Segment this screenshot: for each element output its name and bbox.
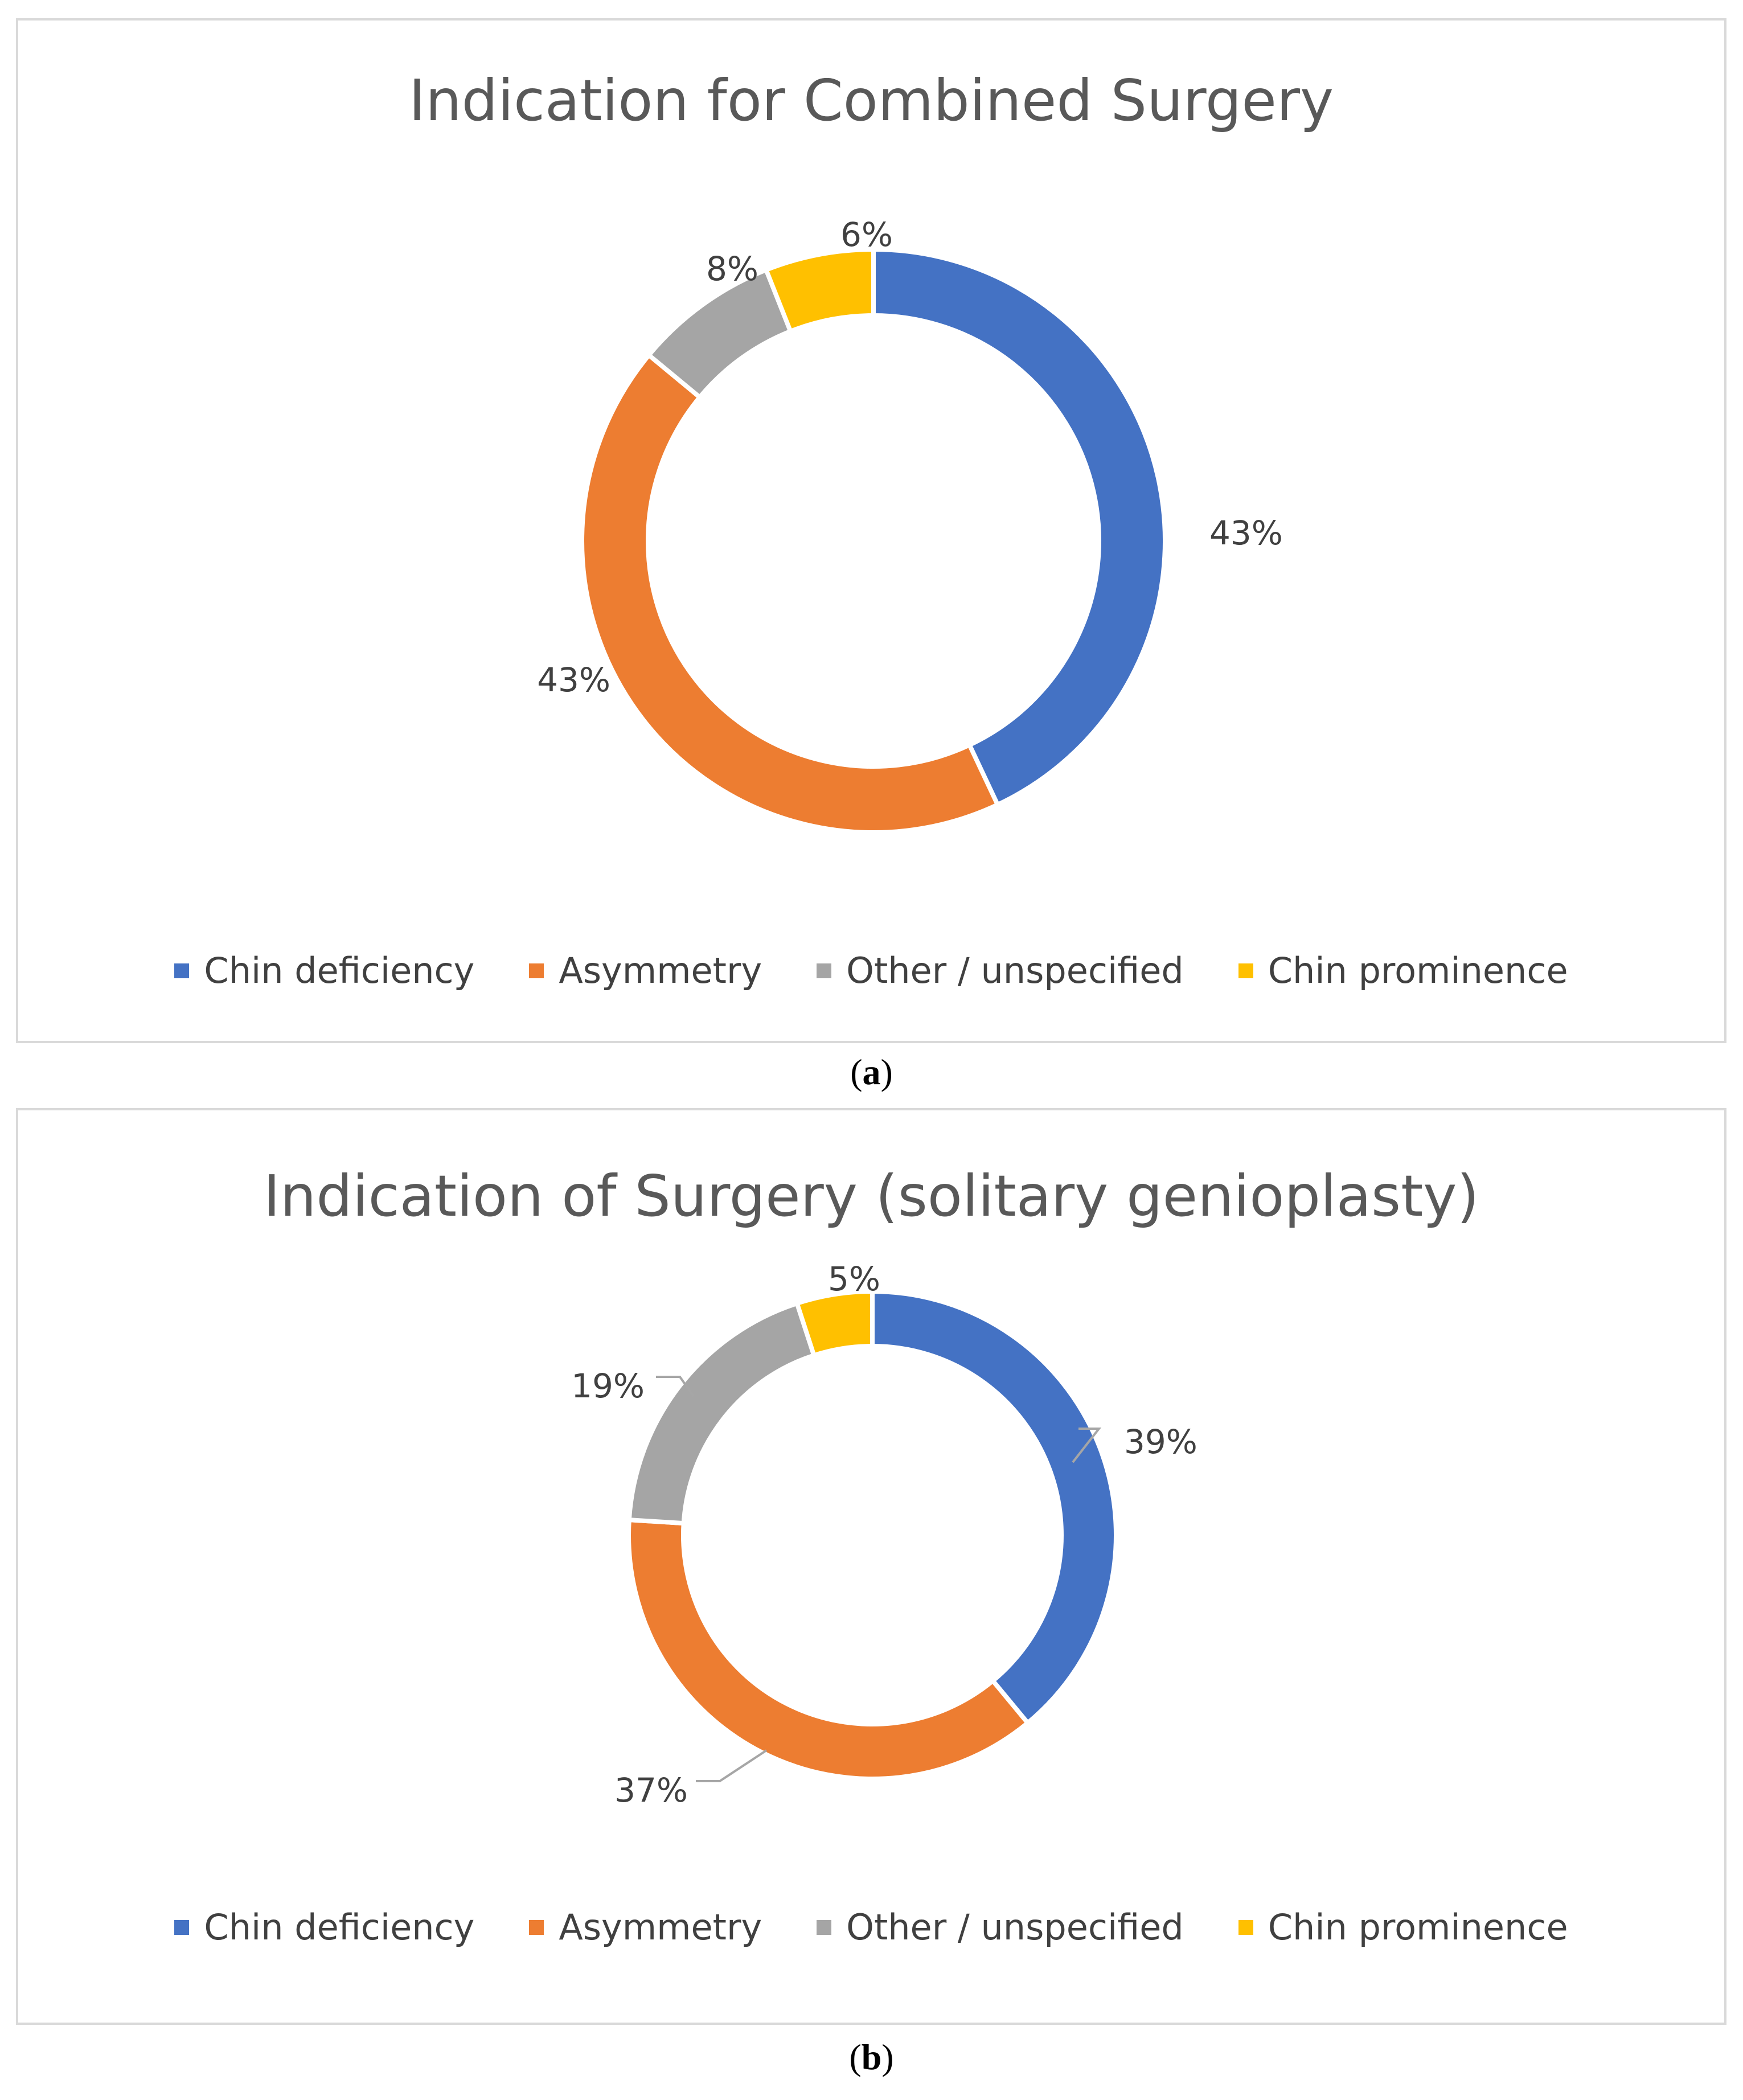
data-label: 37% (614, 1771, 688, 1810)
leader-line (696, 1749, 768, 1782)
legend-item-chin-deficiency: Chin deficiency (174, 1906, 474, 1948)
donut-slice-asymmetry (580, 352, 1001, 835)
legend-swatch (1238, 1919, 1253, 1935)
caption-letter: b (861, 2037, 882, 2077)
data-label: 5% (828, 1260, 880, 1298)
legend-swatch (817, 963, 832, 978)
legend-a: Chin deficiency Asymmetry Other / unspec… (18, 950, 1724, 991)
donut-slice-chin-deficiency (871, 247, 1167, 808)
legend-label: Other / unspecified (846, 1906, 1184, 1948)
leader-line (656, 1376, 695, 1397)
chart-panel-a: Indication for Combined Surgery 43% 43% 8%… (16, 18, 1726, 1043)
data-label: 39% (1124, 1422, 1197, 1461)
data-label: 6% (840, 215, 893, 254)
legend-label: Asymmetry (559, 1906, 762, 1948)
legend-label: Chin prominence (1268, 1906, 1568, 1948)
figure-caption-a: (a) (850, 1052, 893, 1092)
legend-label: Asymmetry (559, 950, 762, 991)
donut-slice-asymmetry (626, 1517, 1031, 1781)
legend-swatch (817, 1919, 832, 1935)
donut-slice-chin-prominence (763, 247, 876, 334)
legend-item-asymmetry: Asymmetry (529, 1906, 762, 1948)
legend-item-chin-deficiency: Chin deficiency (174, 950, 474, 991)
legend-item-other-unspecified: Other / unspecified (817, 1906, 1184, 1948)
donut-chart-b: 39% 37% 19% 5% (571, 1260, 1197, 1810)
donut-slice-chin-deficiency (870, 1289, 1118, 1726)
leader-line (1072, 1428, 1102, 1463)
legend-item-asymmetry: Asymmetry (529, 950, 762, 991)
legend-label: Chin prominence (1268, 950, 1568, 991)
legend-item-chin-prominence: Chin prominence (1238, 1906, 1568, 1948)
legend-label: Other / unspecified (846, 950, 1184, 991)
legend-swatch (174, 963, 190, 978)
chart-panel-b: Indication of Surgery (solitary geniopla… (16, 1108, 1726, 2025)
data-label: 43% (1209, 514, 1283, 552)
legend-swatch (529, 1919, 544, 1935)
legend-b: Chin deficiency Asymmetry Other / unspec… (18, 1906, 1724, 1948)
chart-title-a: Indication for Combined Surgery (408, 67, 1334, 134)
legend-label: Chin deficiency (204, 950, 475, 991)
legend-swatch (174, 1919, 190, 1935)
donut-slice-other-unspecified (626, 1300, 817, 1526)
caption-letter: a (862, 1052, 881, 1092)
data-label: 8% (706, 249, 758, 288)
legend-item-other-unspecified: Other / unspecified (817, 950, 1184, 991)
data-label: 19% (571, 1367, 645, 1405)
legend-swatch (529, 963, 544, 978)
data-label: 43% (537, 661, 610, 699)
figure-caption-b: (b) (849, 2037, 894, 2077)
legend-swatch (1238, 963, 1253, 978)
chart-title-b: Indication of Surgery (solitary geniopla… (263, 1163, 1479, 1229)
donut-chart-a: 43% 43% 8% 6% (537, 215, 1283, 835)
legend-item-chin-prominence: Chin prominence (1238, 950, 1568, 991)
donut-slice-chin-prominence (794, 1289, 875, 1359)
legend-label: Chin deficiency (204, 1906, 475, 1948)
